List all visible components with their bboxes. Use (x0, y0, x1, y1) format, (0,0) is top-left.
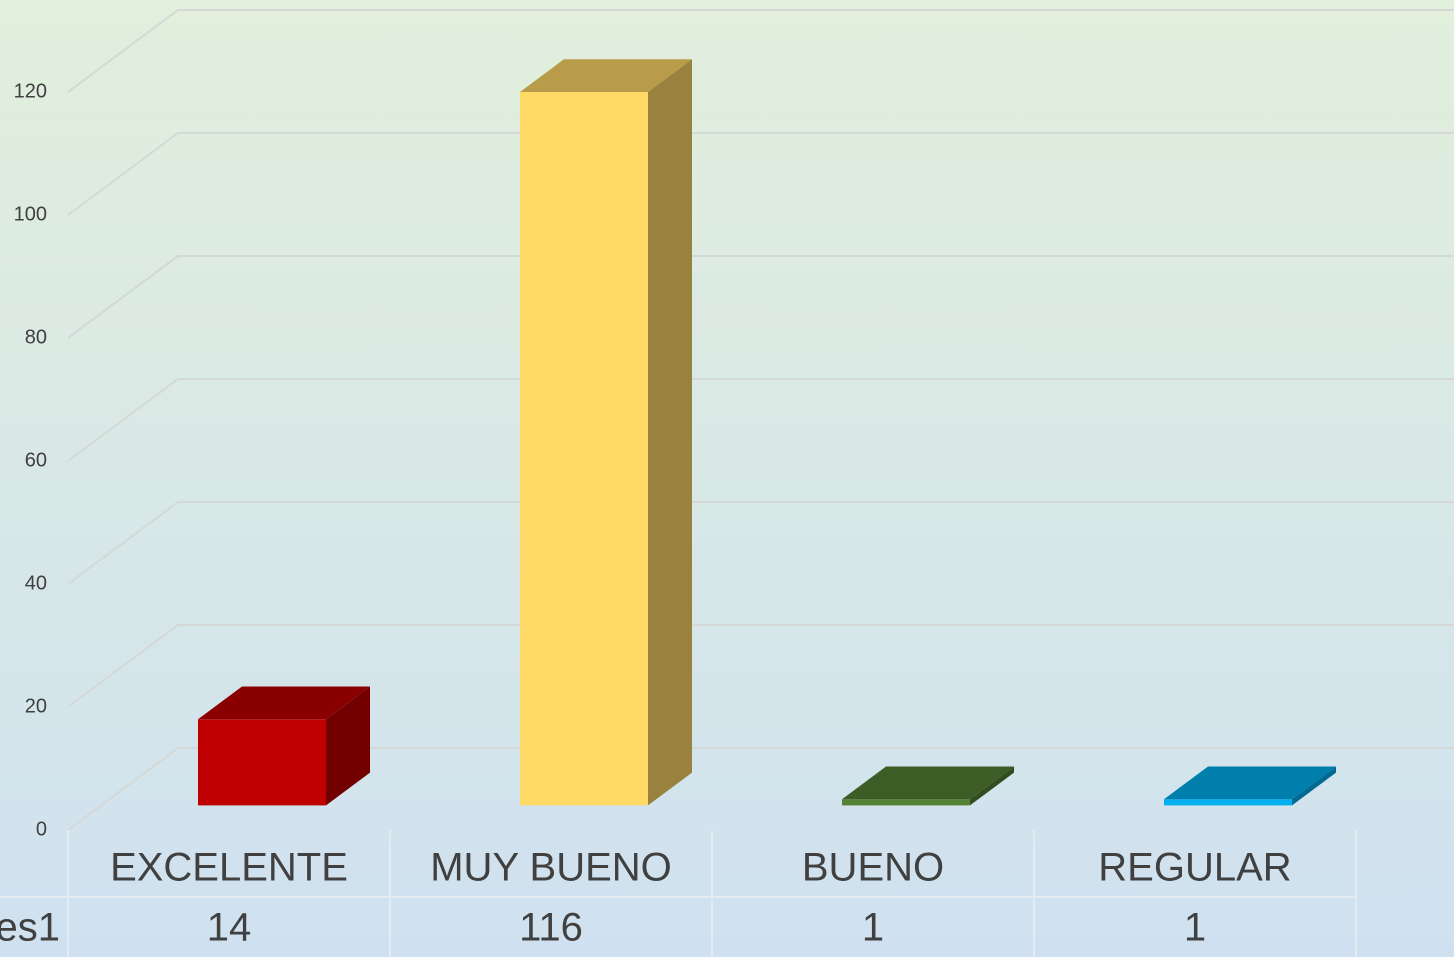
table-value: 14 (207, 906, 252, 950)
grid-line (67, 255, 1454, 339)
x-tick-label: MUY BUENO (430, 846, 672, 890)
grid-line (67, 624, 1454, 708)
table-value: 116 (519, 906, 583, 950)
table-value: 1 (862, 906, 884, 950)
grid-line (67, 378, 1454, 462)
x-tick-label: REGULAR (1098, 846, 1291, 890)
grid-line (67, 747, 1454, 831)
grid-line (67, 132, 1454, 216)
bar-side (648, 59, 692, 806)
y-tick-label: 60 (25, 449, 47, 471)
grid-line (67, 501, 1454, 585)
bar-side (970, 766, 1014, 806)
x-tick-label: BUENO (802, 846, 944, 890)
grid-line (67, 9, 1454, 93)
bar (198, 686, 370, 806)
bar-front (1164, 799, 1292, 806)
bar (520, 59, 692, 806)
bar-side (1292, 766, 1336, 806)
y-tick-label: 100 (14, 203, 47, 225)
bar-top (842, 766, 1014, 800)
bar-front (520, 92, 648, 806)
bar-top (198, 686, 370, 720)
bar-front (198, 719, 326, 806)
bar-top (520, 59, 692, 92)
bar (1164, 766, 1336, 806)
y-tick-label: 120 (14, 80, 47, 102)
table-value: 1 (1184, 906, 1206, 950)
y-tick-label: 0 (36, 818, 47, 840)
series-name: Series1 (0, 906, 60, 950)
y-tick-label: 80 (25, 326, 47, 348)
y-tick-label: 40 (25, 572, 47, 594)
bar (842, 766, 1014, 806)
y-tick-label: 20 (25, 695, 47, 717)
bar-front (842, 799, 970, 806)
x-tick-label: EXCELENTE (110, 846, 348, 890)
bar-side (326, 686, 370, 806)
bar-top (1164, 766, 1336, 800)
